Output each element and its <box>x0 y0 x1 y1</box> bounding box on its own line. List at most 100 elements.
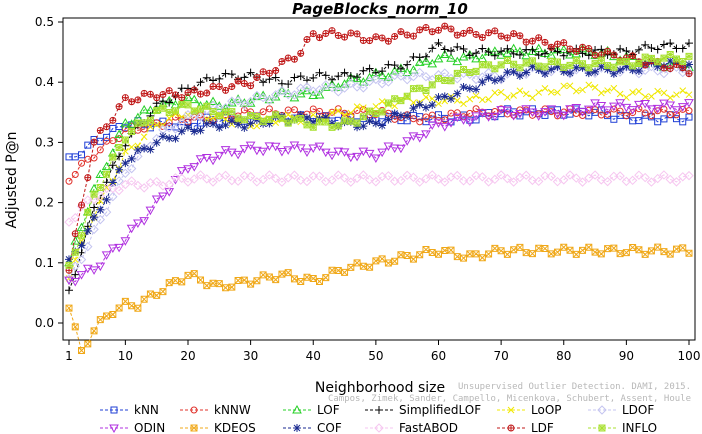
data-point <box>140 119 148 127</box>
data-point <box>278 58 286 65</box>
data-point <box>264 142 275 151</box>
data-point <box>585 64 593 72</box>
y-tick-label: 0.0 <box>35 316 54 330</box>
data-point <box>516 87 524 95</box>
data-point <box>239 99 250 110</box>
data-point <box>616 107 624 115</box>
data-point <box>120 117 131 127</box>
data-point <box>170 124 181 134</box>
data-point <box>565 105 575 114</box>
data-point <box>347 29 355 37</box>
data-point <box>371 154 381 164</box>
data-point <box>484 48 493 57</box>
data-point <box>114 129 124 138</box>
data-point <box>340 68 349 77</box>
data-point <box>96 197 104 205</box>
data-point <box>71 270 80 279</box>
data-point <box>283 89 293 100</box>
data-point <box>265 115 273 123</box>
legend-label: KDEOS <box>214 421 256 434</box>
data-point <box>648 93 655 100</box>
data-point <box>497 32 505 40</box>
data-point <box>604 47 612 55</box>
data-point <box>634 100 644 110</box>
data-point <box>153 106 161 114</box>
data-point <box>334 122 342 130</box>
data-point <box>421 130 431 139</box>
data-point <box>108 161 117 170</box>
data-point <box>615 171 625 181</box>
data-point <box>139 183 149 193</box>
data-point <box>128 128 136 135</box>
data-point <box>140 89 148 97</box>
data-point <box>96 146 104 154</box>
data-point <box>553 47 562 56</box>
data-point <box>345 72 356 82</box>
data-point <box>334 72 343 81</box>
data-point <box>290 55 298 63</box>
y-tick-label: 0.5 <box>35 15 54 29</box>
data-point <box>159 91 167 98</box>
data-point <box>522 90 530 98</box>
data-point <box>478 44 487 53</box>
data-point <box>233 150 243 160</box>
legend-marker <box>190 406 198 414</box>
data-point <box>239 171 250 181</box>
data-point <box>491 108 499 116</box>
data-point <box>78 159 86 167</box>
data-point <box>233 95 243 106</box>
data-point <box>151 195 162 204</box>
data-point <box>616 44 625 53</box>
data-point <box>78 347 86 355</box>
data-point <box>616 90 624 98</box>
data-point <box>390 109 399 118</box>
series-cof <box>65 56 693 264</box>
data-point <box>227 175 237 186</box>
data-point <box>158 97 167 106</box>
data-point <box>253 74 261 81</box>
data-point <box>284 111 292 119</box>
legend-marker <box>507 424 515 432</box>
data-point <box>415 53 424 62</box>
data-point <box>176 167 187 176</box>
data-point <box>560 243 568 251</box>
data-point <box>546 66 556 77</box>
data-point <box>195 155 206 164</box>
data-point <box>384 115 393 124</box>
data-point <box>95 262 106 272</box>
data-point <box>541 111 549 119</box>
data-point <box>383 72 394 81</box>
data-point <box>101 251 112 260</box>
data-point <box>666 39 675 48</box>
data-point <box>641 61 649 69</box>
data-point <box>303 36 311 43</box>
data-point <box>679 87 687 94</box>
legend-item-simplifiedlof: SimplifiedLOF <box>365 403 481 417</box>
data-point <box>84 208 92 216</box>
data-point <box>334 32 342 39</box>
data-point <box>585 243 593 251</box>
data-point <box>510 30 518 38</box>
series-layer <box>64 22 694 355</box>
data-point <box>314 142 325 152</box>
data-point <box>208 156 218 166</box>
data-point <box>535 34 543 42</box>
data-point <box>497 47 506 56</box>
data-point <box>490 76 499 85</box>
data-point <box>272 276 280 284</box>
data-point <box>396 175 406 186</box>
data-point <box>640 65 650 76</box>
data-point <box>684 170 694 181</box>
data-point <box>679 64 687 72</box>
data-point <box>577 108 588 117</box>
data-point <box>140 133 148 141</box>
data-point <box>684 99 694 108</box>
data-point <box>485 61 493 69</box>
data-point <box>303 121 311 129</box>
data-point <box>579 246 587 254</box>
data-point <box>647 43 656 52</box>
data-point <box>416 84 424 92</box>
legend-item-cof: COF <box>283 421 342 434</box>
data-point <box>83 226 92 235</box>
data-point <box>389 70 400 81</box>
